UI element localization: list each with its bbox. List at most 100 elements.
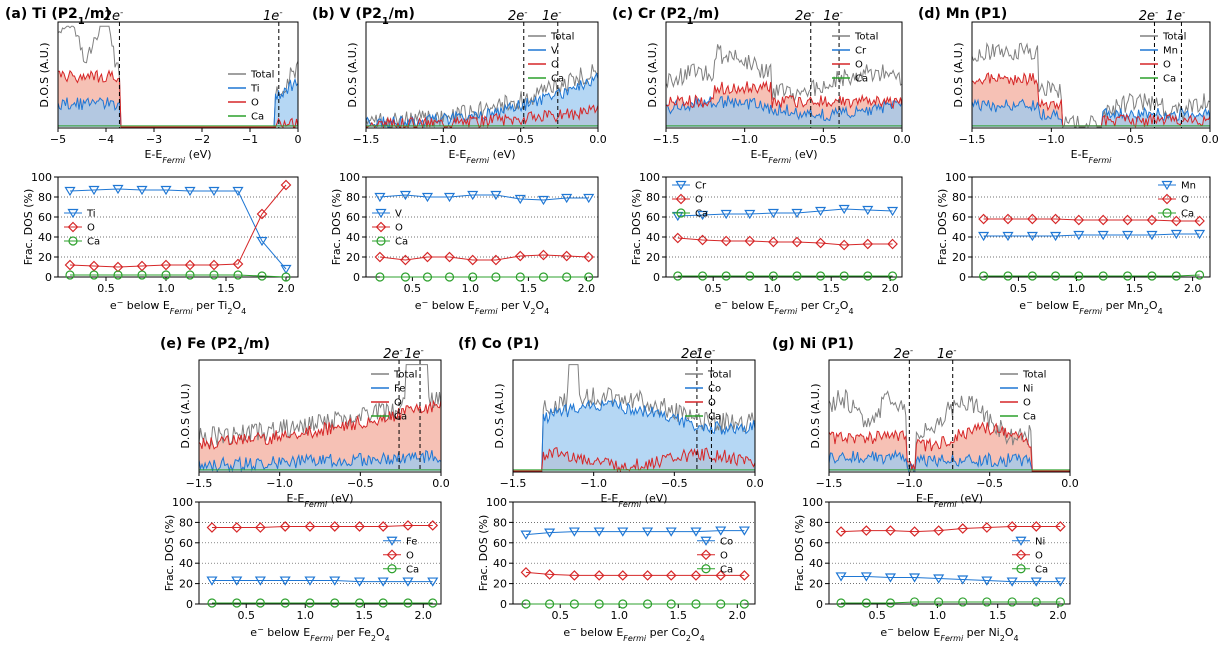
panel-title-f: (f) Co (P1)	[458, 336, 539, 352]
legend-label-ca: Ca	[406, 564, 419, 575]
frac-point-o	[160, 259, 172, 271]
title-spacegroup: (P2	[655, 6, 686, 22]
frac-point-fe	[427, 577, 439, 587]
xlabel-main: E-E	[448, 148, 466, 161]
o-dos-line	[665, 80, 903, 110]
frac-series-line-o	[525, 571, 745, 576]
legend-label-o: O	[551, 60, 559, 71]
electron-count: 1e	[823, 9, 839, 24]
total-dos-line	[513, 364, 756, 472]
title-letter: (c)	[612, 6, 638, 22]
xlabel-e-sup: −	[570, 625, 577, 634]
frac-ytick-label: 40	[493, 557, 507, 570]
frac-point-o	[422, 251, 433, 263]
xlabel-sub: Fermi	[768, 156, 792, 165]
xlabel-e: e	[880, 626, 887, 639]
frac-ytick-label: 40	[646, 231, 660, 244]
legend-label-total: Total	[393, 370, 417, 381]
dos-xtick-label: −1.0	[580, 477, 607, 490]
legend-label-mn: Mn	[1181, 181, 1196, 192]
frac-ytick-label: 20	[809, 578, 823, 591]
xlabel-unit: (eV)	[957, 492, 983, 505]
xlabel-e-sup: −	[1026, 298, 1033, 307]
frac-point-o	[1050, 213, 1061, 225]
dos-xtick-label: −1.0	[731, 133, 758, 146]
frac-point-o	[514, 250, 526, 262]
frac-point-o	[1170, 215, 1182, 227]
frac-xtick-label: 1.0	[462, 282, 480, 295]
frac-point-o	[329, 521, 341, 532]
electron-sup: -	[1182, 8, 1185, 18]
frac-point-ti	[256, 236, 268, 247]
frac-axes-frame	[828, 501, 1071, 605]
frac-point-ca	[428, 598, 438, 608]
frac-series-line-ni	[841, 576, 1061, 583]
frac-point-o	[768, 236, 779, 248]
frac-ytick-label: 0	[500, 598, 507, 611]
legend-marker-mn	[1161, 180, 1173, 191]
legend-marker-o	[700, 549, 712, 561]
frac-point-ni	[1054, 577, 1066, 587]
dos-xtick-label: −1.5	[353, 133, 380, 146]
dos-subplot-c: 2e- 1e-−1.5 −1.0 −0.5 0.0E-EFermi (eV)D.O.S …	[646, 8, 911, 165]
frac-point-ca	[233, 270, 243, 280]
frac-axes-frame	[198, 501, 442, 605]
frac-point-ca	[1122, 271, 1133, 281]
frac-ytick-label: 80	[38, 191, 52, 204]
frac-point-fe	[206, 576, 218, 586]
frac-ytick-label: 20	[346, 251, 360, 264]
frac-ytick-label: 100	[945, 171, 966, 184]
electron-label-1e: 1e-	[263, 8, 283, 24]
legend-label-cr: Cr	[695, 181, 707, 192]
legend-marker-v	[375, 208, 387, 219]
legend-marker-o	[67, 221, 79, 233]
legend-marker-o	[1161, 193, 1173, 205]
dos-xlabel: E-EFermi (eV)	[916, 492, 983, 509]
electron-count: 1e	[1166, 9, 1182, 24]
frac-point-ni	[933, 574, 945, 584]
frac-point-ni	[1006, 577, 1018, 587]
electron-label-2e: 2e-	[795, 8, 815, 24]
frac-series-line-o	[840, 526, 1061, 533]
frac-point-ca	[375, 272, 385, 282]
frac-point-co	[617, 527, 629, 537]
frac-point-fe	[304, 576, 316, 586]
electron-label-1e: 1e-	[542, 8, 562, 24]
dos-xtick-label: 0.0	[432, 477, 450, 490]
title-letter: (f)	[458, 336, 482, 352]
dos-xtick-label: 0	[295, 133, 302, 146]
frac-xtick-label: 1.5	[217, 282, 235, 295]
frac-point-ca	[400, 272, 411, 282]
frac-ytick-label: 80	[179, 516, 193, 529]
xlabel-e-sup: −	[721, 298, 728, 307]
frac-point-o	[304, 521, 316, 532]
panel-title-c: (c) Cr (P21/m)	[612, 6, 720, 27]
frac-point-o	[665, 570, 677, 581]
frac-subplot-c: 0 20 40 60 80 100 0.5 1.0 1.5 2.0 Cr O Ca Frac. DOS (…	[630, 171, 903, 316]
frac-point-ca	[1074, 271, 1084, 281]
frac-point-o	[400, 254, 411, 266]
electron-count: 2e	[1139, 9, 1155, 24]
legend-label-o: O	[720, 550, 728, 561]
legend-label-ni: Ni	[1035, 536, 1045, 547]
frac-ylabel: Frac. DOS (%)	[630, 189, 643, 265]
xlabel-unit: (eV)	[641, 492, 667, 505]
dos-xtick-label: −0.5	[661, 477, 688, 490]
dos-xtick-label: 0.0	[589, 133, 607, 146]
title-spacegroup: (P1)	[816, 336, 854, 352]
dos-xtick-label: −0.5	[976, 477, 1003, 490]
frac-xtick-label: 2.0	[578, 282, 596, 295]
frac-series-line-cr	[677, 208, 893, 217]
frac-point-ca	[1147, 271, 1157, 281]
xlabel-sub3: 4	[1014, 634, 1019, 643]
frac-xtick-label: 1.5	[1126, 282, 1144, 295]
legend-marker-o	[386, 549, 398, 561]
xlabel-main: E-E	[750, 148, 768, 161]
title-spacegroup: (P1)	[970, 6, 1008, 22]
panel-g: (g) Ni (P1)2e- 1e-−1.5 −1.0 −0.5 0.0E-EFermi…	[772, 336, 1079, 643]
o-dos-line	[513, 447, 756, 473]
frac-point-o	[791, 236, 803, 248]
electron-count: 2e	[104, 9, 120, 24]
frac-ytick-label: 60	[38, 211, 52, 224]
